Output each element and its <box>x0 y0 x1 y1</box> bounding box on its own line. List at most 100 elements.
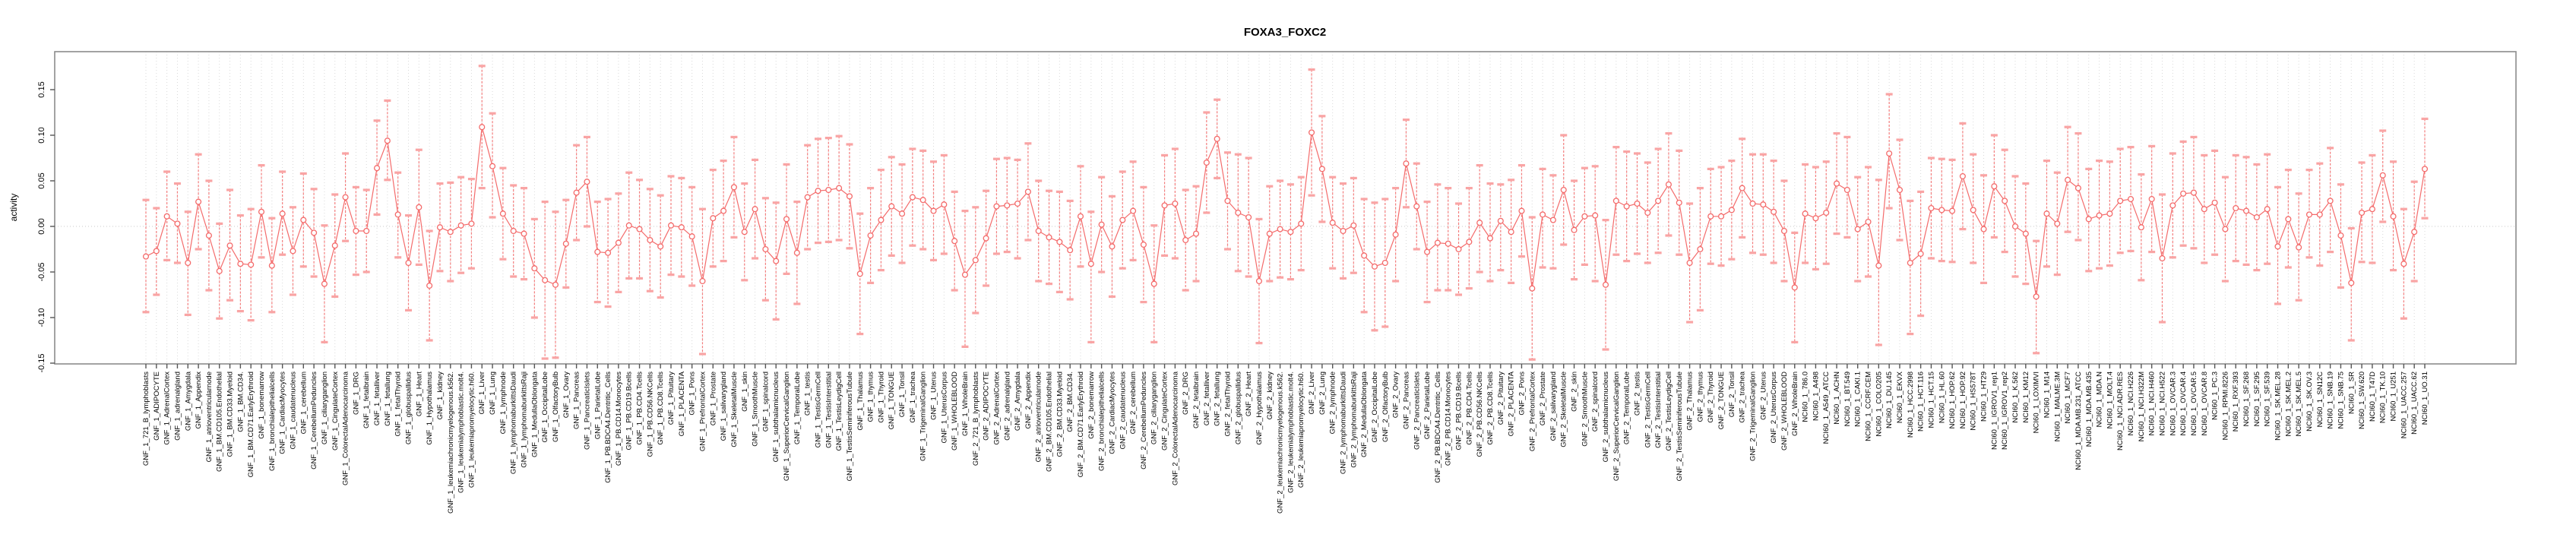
error-bar <box>804 144 812 251</box>
error-bar <box>583 135 590 228</box>
x-category-label: GNF_2_fetallung <box>1214 372 1222 426</box>
data-point <box>1959 172 1966 180</box>
data-point <box>1056 239 1063 245</box>
data-point <box>363 227 370 235</box>
x-category-label: GNF_2_trachea <box>1739 371 1747 422</box>
data-point <box>1361 252 1368 259</box>
x-category-label: NCI60_1_SK.OV.3 <box>2305 372 2314 432</box>
x-category-label: GNF_1_TONGUE <box>888 372 896 429</box>
error-bar <box>2347 226 2355 342</box>
x-category-label: GNF_1_skin <box>741 372 749 412</box>
data-point <box>174 220 181 227</box>
x-category-label: GNF_2_cerebellum <box>1129 372 1138 434</box>
data-point <box>1802 210 1809 217</box>
x-category-label: GNF_1_ColorectalAdenocarcinoma <box>342 371 350 485</box>
error-bar <box>2138 173 2145 282</box>
x-category-label: GNF_2_PB.CD4.Tcells <box>1465 372 1473 445</box>
error-bar <box>457 175 465 274</box>
data-point <box>972 257 979 264</box>
data-point <box>983 235 989 242</box>
x-category-label: GNF_2_Liver <box>1308 372 1316 415</box>
x-category-label: GNF_1_PancreaticIslets <box>583 372 591 450</box>
x-category-label: GNF_1_Appendix <box>195 372 203 429</box>
error-bar <box>2232 153 2239 263</box>
x-category-label: GNF_2_lymphomaburkittsRaji <box>1350 372 1358 468</box>
data-point <box>342 194 349 201</box>
x-category-label: NCI60_1_HCC.2998 <box>1907 372 1915 438</box>
data-point <box>426 282 433 289</box>
x-category-label: GNF_1_ciliaryganglion <box>321 372 329 444</box>
x-category-label: NCI60_1_UO.31 <box>2421 372 2429 425</box>
data-point <box>2305 211 2313 218</box>
x-category-label: GNF_1_trachea <box>909 371 917 422</box>
axes-group: -0.15 -0.10 -0.05 0.00 0.05 0.10 0.15 GNF_1_721… <box>37 81 2429 514</box>
data-point <box>1644 209 1651 217</box>
data-point <box>1392 231 1399 238</box>
data-point <box>941 201 948 208</box>
x-category-label: GNF_2_BM.CD105.Endothelial <box>1046 372 1054 472</box>
x-category-label: GNF_1_ADIPOCYTE <box>153 372 161 441</box>
x-category-label: GNF_2_testis <box>1633 372 1641 416</box>
data-point <box>2348 280 2355 286</box>
x-category-label: GNF_2_TestisLeydigCell <box>1665 372 1673 451</box>
data-point <box>2411 229 2418 236</box>
error-bar <box>615 192 622 293</box>
data-point <box>1592 212 1599 219</box>
error-bar <box>279 170 286 256</box>
x-category-label: GNF_1_lymphnode <box>499 372 508 434</box>
x-category-label: GNF_2_Tonsil <box>1728 372 1736 417</box>
x-category-label: GNF_1_Pancreas <box>573 372 581 429</box>
x-category-label: NCI60_1_SK.MEL.5 <box>2295 372 2303 437</box>
data-point <box>1403 160 1410 167</box>
data-point <box>688 233 695 240</box>
data-point <box>2159 255 2166 262</box>
data-point <box>1917 250 1924 258</box>
error-bar <box>824 137 832 243</box>
data-point <box>1581 213 1588 220</box>
x-category-label: GNF_2_PrefrontalCortex <box>1528 372 1536 451</box>
x-category-label: NCI60_1_K.562 <box>2011 372 2020 423</box>
data-point <box>1077 213 1084 220</box>
data-point <box>1046 234 1052 241</box>
data-point <box>499 210 506 217</box>
data-point <box>1991 183 1998 190</box>
error-bar <box>856 212 864 336</box>
data-point <box>394 211 401 218</box>
x-category-label: GNF_2_BM.CD34. <box>1066 372 1074 432</box>
y-tick-label: 0.15 <box>37 81 46 97</box>
data-point <box>205 232 212 239</box>
data-point <box>919 197 926 204</box>
data-point <box>1717 213 1725 220</box>
x-category-label: GNF_2_ADIPOCYTE <box>983 372 991 441</box>
x-category-label: GNF_2_atrioventricularnode <box>1035 372 1043 462</box>
x-category-label: GNF_2_SuperiorCervicalGanglion <box>1612 372 1621 481</box>
x-category-label: GNF_2_ParietalLobe <box>1423 372 1432 439</box>
x-category-label: GNF_1_Pons <box>688 372 697 416</box>
x-category-label: GNF_1_Amygdala <box>184 371 192 431</box>
data-point <box>1413 203 1420 210</box>
data-point <box>909 194 916 201</box>
x-category-label: NCI60_1_HOP.92 <box>1959 372 1967 428</box>
data-point <box>1780 227 1788 235</box>
data-point <box>1014 200 1021 207</box>
x-category-label: GNF_1_PB.CD19.Bcells <box>625 372 634 451</box>
error-bar <box>898 163 906 264</box>
data-point <box>1172 200 1179 207</box>
data-point <box>1697 245 1704 253</box>
x-category-label: GNF_1_leukemialymphoblastic.molt4. <box>457 372 466 493</box>
error-bar <box>2253 163 2261 272</box>
error-bar <box>741 182 748 282</box>
error-bar <box>909 147 916 247</box>
x-category-label: GNF_2_Uterus <box>1759 372 1767 420</box>
data-point <box>888 203 895 210</box>
x-category-label: GNF_2_Pons <box>1517 372 1526 416</box>
error-bar <box>1581 166 1588 266</box>
y-tick-label: 0.10 <box>37 127 46 143</box>
data-point <box>1771 208 1777 215</box>
data-point <box>930 207 937 214</box>
x-category-label: GNF_1_salivarygland <box>720 372 728 441</box>
data-point <box>1560 186 1567 194</box>
data-point <box>1434 239 1441 246</box>
data-point <box>1676 199 1682 206</box>
data-point <box>2379 172 2386 179</box>
